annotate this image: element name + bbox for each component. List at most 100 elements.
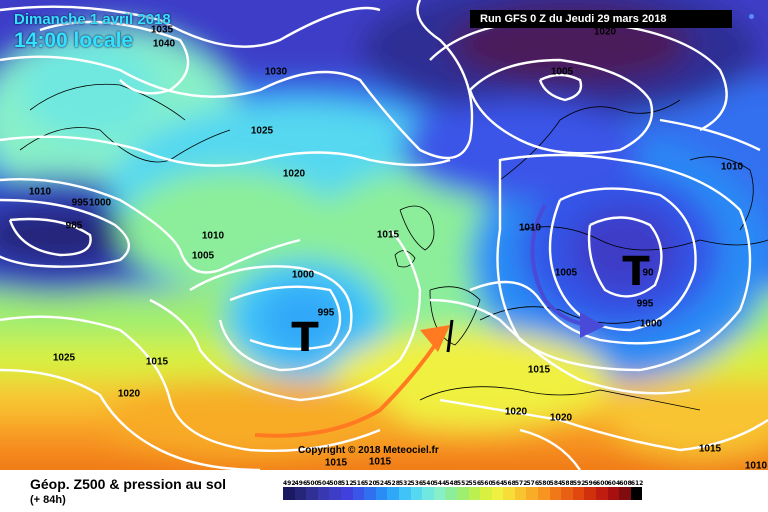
isobar-label: 1005 — [554, 267, 578, 279]
legend-label: 552 — [456, 480, 470, 487]
isobar-label: 1015 — [145, 356, 169, 368]
legend-swatch — [561, 487, 573, 500]
flow-arrows — [254, 204, 605, 438]
coastlines — [19, 83, 768, 411]
legend-swatch — [526, 487, 539, 500]
legend-label: 568 — [503, 480, 516, 487]
legend-swatch — [387, 487, 399, 500]
legend-swatch — [445, 487, 457, 500]
legend-swatch — [306, 487, 318, 500]
run-info: Run GFS 0 Z du Jeudi 29 mars 2018 — [470, 10, 732, 28]
isobar-label: 1035 — [150, 24, 174, 36]
isobar-label: 995 — [636, 298, 654, 310]
isobar-label: 1010 — [201, 230, 225, 242]
isobar-label: 90 — [642, 267, 654, 279]
legend-label: 516 — [352, 480, 366, 487]
color-legend: 492 496 500 504 508 512 516 520 524 528 532 536 540 5… — [283, 480, 644, 500]
legend-swatch — [619, 487, 631, 500]
isobar-label: 1025 — [250, 125, 274, 137]
isobar-label: 1020 — [549, 412, 573, 424]
isobar-label: 1020 — [593, 26, 617, 38]
legend-swatch — [596, 487, 608, 500]
forecast-date: Dimanche 1 avril 2018 — [14, 11, 171, 28]
isobar-label: 1010 — [744, 460, 768, 471]
legend-label: 508 — [329, 480, 342, 487]
legend-label: 548 — [445, 480, 458, 487]
isobar-label: 1010 — [518, 222, 542, 234]
legend-swatch — [410, 487, 423, 500]
legend-swatch — [375, 487, 388, 500]
legend-swatch — [584, 487, 597, 500]
map-subtitle: (+ 84h) — [30, 494, 66, 506]
legend-swatch — [480, 487, 492, 500]
legend-label: 544 — [433, 480, 447, 487]
isobar-label: 1025 — [52, 352, 76, 364]
legend-swatch — [503, 487, 515, 500]
legend-swatch — [607, 487, 620, 500]
map-title: Géop. Z500 & pression au sol — [30, 476, 227, 492]
legend-swatch — [538, 487, 550, 500]
legend-label: 560 — [480, 480, 493, 487]
legend-label: 528 — [387, 480, 400, 487]
orange-arrowhead — [420, 325, 450, 352]
legend-swatch — [352, 487, 365, 500]
weather-map: Dimanche 1 avril 2018 14:00 locale Run G… — [0, 0, 768, 470]
legend-cells — [283, 487, 643, 500]
isobar-label: 995 — [317, 307, 335, 319]
legend-label: 572 — [514, 480, 528, 487]
legend-label: 580 — [538, 480, 551, 487]
forecast-time: 14:00 locale — [14, 29, 134, 52]
orange-flow-arrow — [254, 328, 447, 438]
isobar-label: 1010 — [720, 161, 744, 173]
isobar-label: 1015 — [527, 364, 551, 376]
legend-swatch — [283, 487, 295, 500]
legend-swatch — [549, 487, 562, 500]
isobar-label: 1000 — [291, 269, 315, 281]
copyright: Copyright © 2018 Meteociel.fr — [298, 445, 439, 456]
isobar-label: 1015 — [324, 457, 348, 469]
legend-label: 584 — [549, 480, 563, 487]
legend-label: 556 — [468, 480, 482, 487]
isobar-label: 1040 — [152, 38, 176, 50]
isobar-label: 1000 — [639, 318, 663, 330]
isobar-label: 1005 — [191, 250, 215, 262]
legend-swatch — [630, 487, 643, 500]
blue-flow-arrow — [530, 204, 596, 327]
legend-swatch — [422, 487, 434, 500]
legend-label: 500 — [306, 480, 319, 487]
legend-label: 600 — [596, 480, 609, 487]
isobar-label: 1015 — [698, 443, 722, 455]
low-pressure-center-europe: T — [622, 249, 650, 295]
isobar-label: 1015 — [368, 456, 392, 468]
isobar-label: 1030 — [264, 66, 288, 78]
legend-label: 524 — [375, 480, 389, 487]
legend-swatch — [317, 487, 330, 500]
low-pressure-center-atlantic: T — [291, 315, 319, 361]
legend-swatch — [364, 487, 376, 500]
legend-label: 576 — [526, 480, 539, 487]
legend-label: 540 — [422, 480, 435, 487]
legend-labels: 492 496 500 504 508 512 516 520 524 528 532 536 540 5… — [283, 480, 644, 487]
isobar-label: 1010 — [28, 186, 52, 198]
legend-label: 564 — [491, 480, 505, 487]
legend-swatch — [514, 487, 527, 500]
isobar-label: 985 — [65, 220, 83, 232]
legend-label: 592 — [572, 480, 586, 487]
legend-label: 492 — [283, 480, 296, 487]
legend-label: 496 — [294, 480, 308, 487]
blue-arrowhead — [580, 312, 605, 338]
legend-label: 588 — [561, 480, 574, 487]
legend-label: 512 — [340, 480, 354, 487]
legend-swatch — [456, 487, 469, 500]
legend-label: 604 — [607, 480, 621, 487]
footer: Géop. Z500 & pression au sol (+ 84h) 492… — [0, 470, 768, 512]
isobar-label: 1005 — [550, 66, 574, 78]
legend-swatch — [572, 487, 585, 500]
isobar-label: 1020 — [117, 388, 141, 400]
isobar-label: 1000 — [88, 197, 112, 209]
legend-swatch — [294, 487, 307, 500]
isobar-label: 1020 — [504, 406, 528, 418]
isobar-label: 1015 — [376, 229, 400, 241]
legend-label: 612 — [630, 480, 644, 487]
isobar-label: 1020 — [282, 168, 306, 180]
